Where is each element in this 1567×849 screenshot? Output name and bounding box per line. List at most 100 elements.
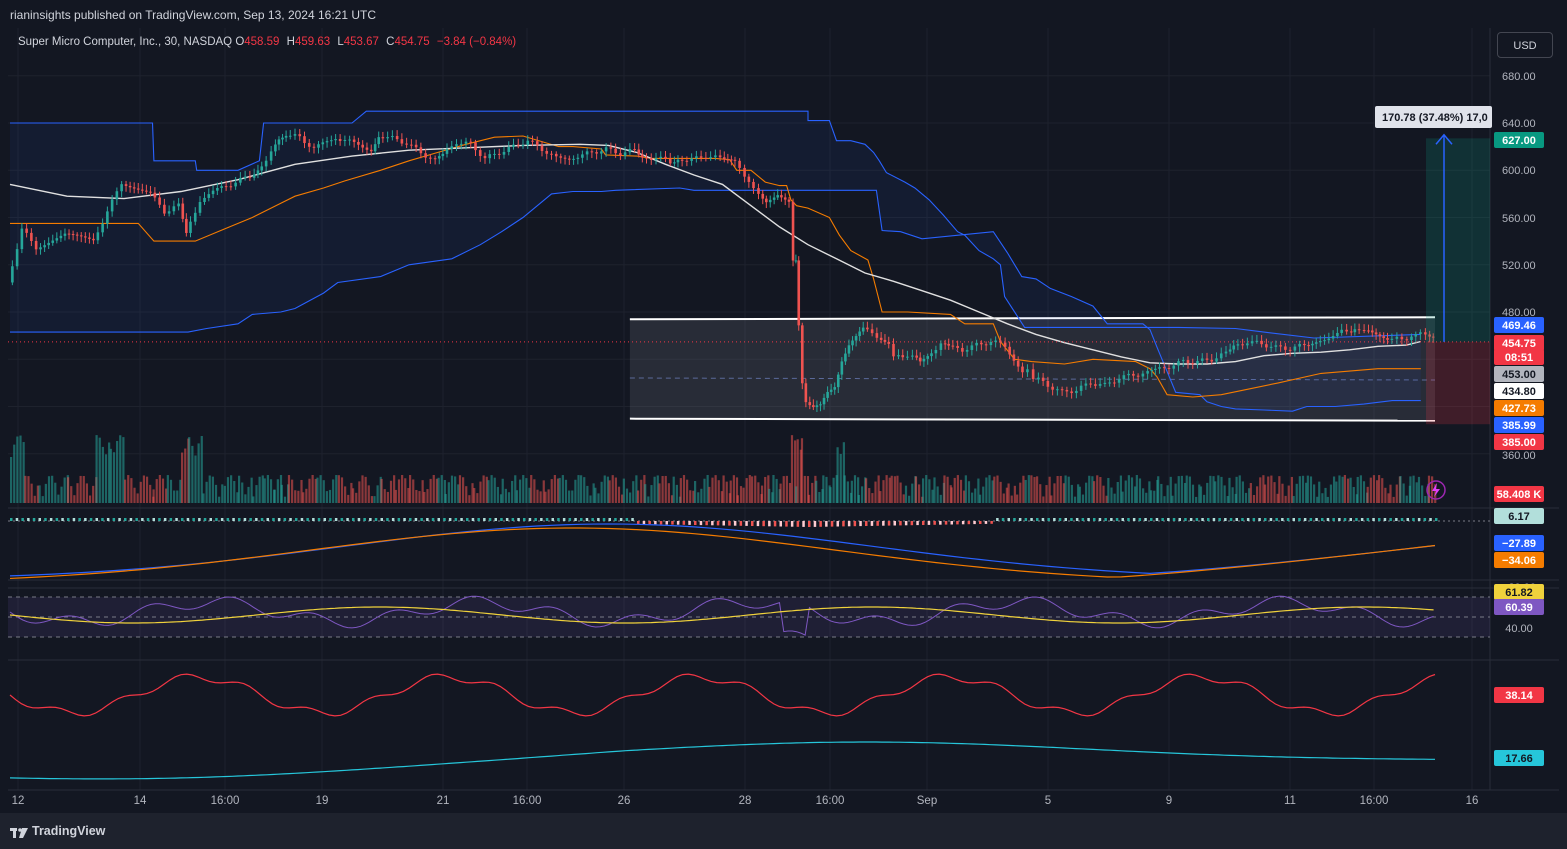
volume-bar: [795, 486, 798, 503]
footer-bar: [0, 813, 1567, 849]
volume-bar: [457, 484, 460, 503]
candle-body: [1265, 344, 1268, 348]
macd-hist-bar: [1184, 518, 1187, 521]
macd-hist-bar: [836, 521, 839, 527]
volume-bar: [60, 486, 63, 503]
candle-body: [1431, 336, 1435, 338]
volume-bar: [539, 491, 542, 503]
macd-hist-bar: [181, 518, 184, 521]
volume-bar: [603, 475, 606, 503]
volume-bar: [473, 488, 476, 503]
candle-body: [654, 158, 658, 160]
macd-hist-bar: [1429, 518, 1432, 521]
macd-hist-bar: [568, 518, 572, 521]
macd-hist-bar: [523, 518, 526, 521]
macd-hist-bar: [847, 521, 851, 527]
measure-label: 170.78 (37.48%) 17,0: [1382, 112, 1488, 124]
macd-hist-bar: [1258, 518, 1261, 521]
macd-hist-bar: [1229, 518, 1233, 521]
volume-bar: [1102, 485, 1105, 503]
candle-body: [433, 158, 437, 160]
target-zone: [1426, 138, 1490, 342]
candle-body: [43, 245, 46, 248]
candle-body: [1311, 343, 1314, 346]
oscillator-line: [9, 673, 1436, 717]
volume-bar: [853, 475, 857, 503]
tradingview-logo-icon: [10, 827, 28, 838]
macd-hist-bar: [619, 518, 623, 521]
volume-bar: [911, 483, 914, 503]
volume-bar: [41, 496, 44, 503]
candle-body: [1288, 349, 1292, 351]
macd-hist-bar: [1303, 518, 1307, 521]
volume-bar: [173, 490, 176, 503]
currency-button[interactable]: USD: [1497, 32, 1553, 58]
volume-bar: [67, 477, 70, 503]
candle-body: [984, 344, 988, 346]
volume-bar: [788, 482, 792, 503]
candle-body: [1070, 391, 1073, 394]
candle-body: [429, 157, 432, 159]
macd-hist-bar: [808, 521, 811, 527]
candle-body: [248, 176, 252, 178]
macd-hist-bar: [72, 518, 76, 521]
macd-hist-bar: [32, 518, 36, 521]
time-tick: 16:00: [1360, 795, 1389, 807]
volume-bar: [553, 475, 556, 503]
volume-bar: [322, 480, 325, 503]
volume-bar: [283, 496, 287, 503]
macd-hist-bar: [768, 521, 771, 527]
tradingview-logo[interactable]: TradingView: [10, 824, 105, 838]
volume-bar: [337, 475, 340, 503]
macd-hist-bar: [1167, 518, 1170, 521]
macd-hist-bar: [927, 521, 931, 525]
macd-hist-bar: [226, 518, 230, 521]
macd-hist-bar: [1360, 518, 1364, 521]
symbol-legend[interactable]: Super Micro Computer, Inc., 30, NASDAQ O…: [18, 36, 520, 48]
volume-bar: [782, 476, 785, 503]
volume-bar: [397, 479, 401, 503]
macd-hist-bar: [67, 518, 70, 521]
macd-hist-bar: [887, 521, 891, 526]
macd-hist-bar: [141, 518, 144, 521]
volume-bar: [407, 488, 410, 503]
candle-body: [343, 139, 347, 141]
macd-hist-bar: [602, 518, 606, 521]
macd-hist-bar: [238, 518, 241, 521]
candle-body: [167, 211, 171, 214]
macd-hist-bar: [1269, 518, 1273, 521]
candle-body: [1349, 331, 1353, 333]
macd-hist-bar: [1435, 518, 1438, 521]
candle-body: [1191, 363, 1195, 365]
volume-bar: [1264, 484, 1267, 503]
candle-body: [999, 340, 1002, 343]
macd-hist-bar: [699, 521, 703, 526]
candle-body: [540, 145, 544, 151]
macd-hist-bar: [89, 518, 93, 521]
macd-hist-bar: [1412, 518, 1415, 521]
volume-bar: [689, 490, 692, 503]
range-box-top: [629, 316, 1436, 321]
macd-hist-bar: [654, 521, 657, 525]
macd-hist-bar: [562, 518, 566, 521]
macd-hist-bar: [295, 518, 298, 521]
candle-body: [641, 154, 644, 158]
candle-body: [277, 139, 281, 145]
time-tick: Sep: [917, 795, 937, 807]
volume-bar: [625, 488, 629, 503]
candle-body: [535, 141, 539, 146]
macd-hist-bar: [608, 518, 611, 521]
volume-bar: [1376, 480, 1379, 503]
volume-bar: [764, 476, 767, 503]
rsi-line: [9, 595, 1434, 636]
volume-bar: [252, 496, 255, 503]
candle-body: [502, 151, 506, 155]
macd-hist-bar: [1189, 518, 1193, 521]
macd-hist-bar: [124, 518, 127, 521]
candle-body: [1424, 332, 1427, 335]
candle-body: [1386, 338, 1389, 340]
macd-hist-bar: [500, 518, 503, 521]
candle-body: [400, 139, 404, 144]
volume-bar: [1134, 486, 1137, 503]
